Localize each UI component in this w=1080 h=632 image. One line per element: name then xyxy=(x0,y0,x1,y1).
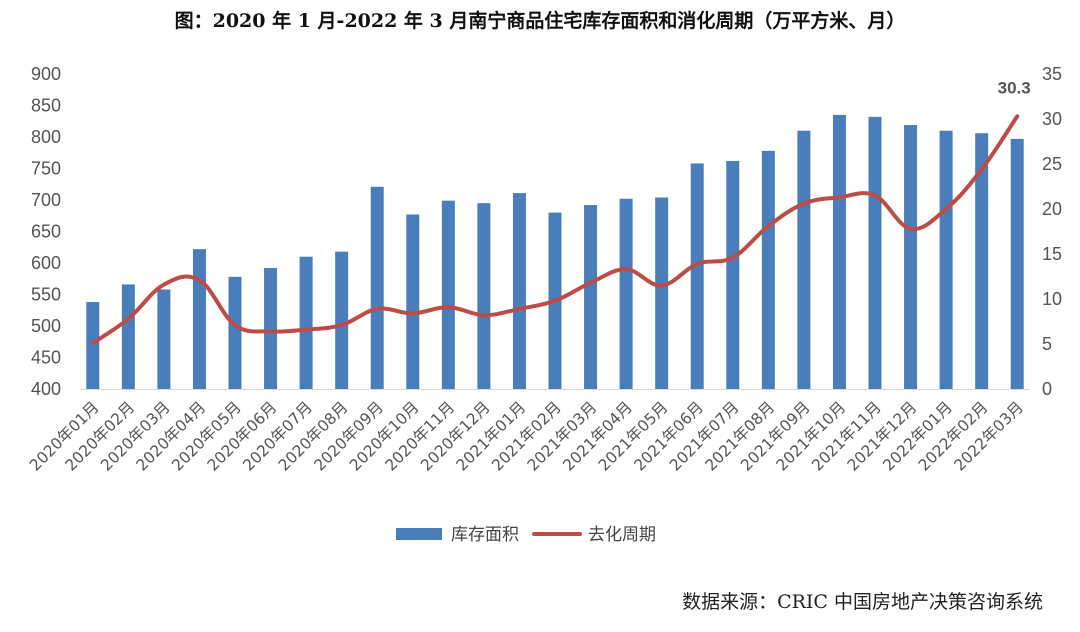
bar-inventory xyxy=(86,302,100,389)
bar-inventory xyxy=(264,268,278,389)
bar-inventory xyxy=(512,193,526,389)
bar-inventory xyxy=(868,116,882,389)
bar-inventory xyxy=(726,160,740,389)
left-axis-tick-label: 750 xyxy=(31,159,61,179)
bar-inventory xyxy=(299,256,313,389)
right-axis-tick-label: 10 xyxy=(1042,289,1062,309)
right-axis-tick-label: 30 xyxy=(1042,109,1062,129)
bar-inventory xyxy=(619,198,633,389)
bar-inventory xyxy=(406,214,420,389)
bar-inventory xyxy=(228,276,242,389)
x-axis-ticks: 2020年01月2020年02月2020年03月2020年04月2020年05月… xyxy=(26,398,1027,474)
bar-series-inventory xyxy=(86,114,1024,389)
right-axis-tick-label: 35 xyxy=(1042,64,1062,84)
bar-inventory xyxy=(441,200,455,389)
right-axis-tick-label: 25 xyxy=(1042,154,1062,174)
left-axis-tick-label: 650 xyxy=(31,222,61,242)
right-axis-tick-label: 15 xyxy=(1042,244,1062,264)
bar-inventory xyxy=(584,205,598,389)
data-labels: 30.3 xyxy=(998,78,1031,97)
bar-inventory xyxy=(797,130,811,389)
bar-inventory xyxy=(975,133,989,389)
right-axis-tick-label: 5 xyxy=(1042,334,1052,354)
left-axis-tick-label: 600 xyxy=(31,253,61,273)
bar-inventory xyxy=(832,114,846,389)
legend-swatch-inventory xyxy=(396,528,442,540)
right-axis-tick-label: 0 xyxy=(1042,379,1052,399)
legend: 库存面积 去化周期 xyxy=(396,525,656,545)
bar-inventory xyxy=(655,197,669,389)
legend-label-inventory: 库存面积 xyxy=(451,525,519,545)
bar-inventory xyxy=(192,249,206,389)
left-axis-tick-label: 400 xyxy=(31,379,61,399)
bar-inventory xyxy=(904,125,918,389)
left-axis-tick-label: 900 xyxy=(31,64,61,84)
bar-inventory xyxy=(157,289,171,389)
bar-inventory xyxy=(1010,138,1024,389)
line-series-cycle xyxy=(90,114,1020,346)
left-y-axis: 400 450 500 550 600 650 700 750 800 850 900 xyxy=(31,64,61,399)
bar-inventory xyxy=(370,186,384,389)
right-axis-tick-label: 20 xyxy=(1042,199,1062,219)
left-axis-tick-label: 700 xyxy=(31,190,61,210)
bar-inventory xyxy=(335,251,349,389)
bar-inventory xyxy=(761,150,775,389)
data-label-cycle-last: 30.3 xyxy=(998,78,1031,97)
chart-title: 图：2020 年 1 月-2022 年 3 月南宁商品住宅库存面积和消化周期（万… xyxy=(175,9,906,32)
bar-inventory xyxy=(690,163,704,389)
left-axis-tick-label: 800 xyxy=(31,127,61,147)
legend-label-cycle: 去化周期 xyxy=(588,525,656,545)
bar-inventory xyxy=(121,284,135,389)
left-axis-tick-label: 850 xyxy=(31,96,61,116)
right-y-axis: 0 5 10 15 20 25 30 35 xyxy=(1042,64,1062,399)
bar-inventory xyxy=(477,203,491,389)
bar-inventory xyxy=(939,130,953,389)
left-axis-tick-label: 450 xyxy=(31,348,61,368)
left-axis-tick-label: 550 xyxy=(31,285,61,305)
left-axis-tick-label: 500 xyxy=(31,316,61,336)
source-note: 数据来源：CRIC 中国房地产决策咨询系统 xyxy=(682,591,1043,613)
